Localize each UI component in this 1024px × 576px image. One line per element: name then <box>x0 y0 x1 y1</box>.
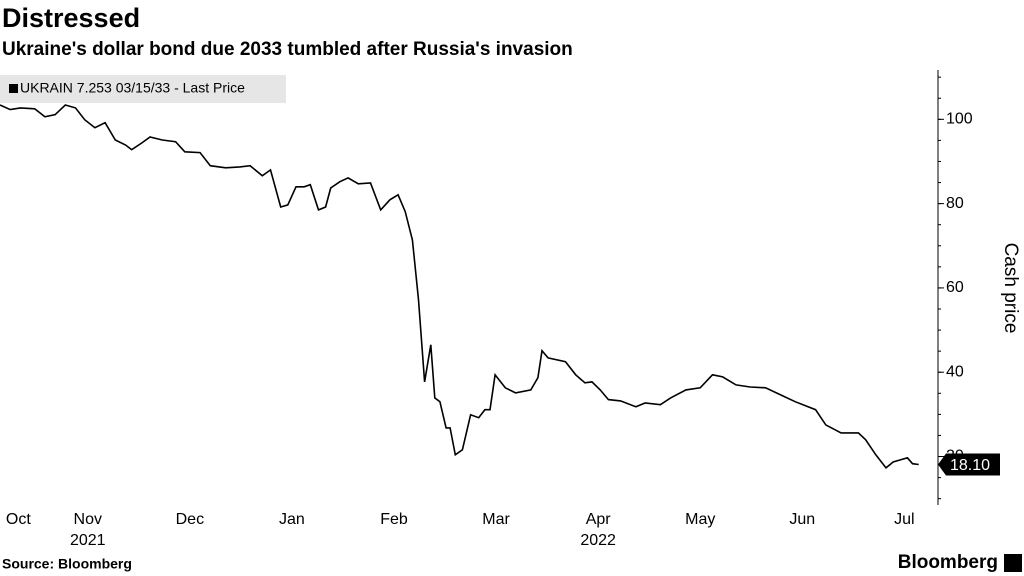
x-tick-label: Oct <box>6 511 31 528</box>
legend-swatch <box>9 84 18 93</box>
source: Source: Bloomberg <box>2 556 132 572</box>
x-tick-label: Jan <box>279 511 305 528</box>
y-tick-label: 100 <box>946 111 973 128</box>
legend-label: UKRAIN 7.253 03/15/33 - Last Price <box>20 80 245 96</box>
x-tick-label: Apr <box>586 511 612 528</box>
x-tick-label: Jul <box>894 511 914 528</box>
x-tick-label: Mar <box>482 511 510 528</box>
x-year-label: 2021 <box>70 532 106 549</box>
x-tick-label: Feb <box>380 511 408 528</box>
chart-title: Distressed <box>2 3 140 33</box>
y-tick-label: 80 <box>946 195 964 212</box>
y-tick-label: 40 <box>946 363 964 380</box>
legend-box <box>0 75 286 103</box>
y-tick-label: 60 <box>946 279 964 296</box>
x-tick-label: May <box>685 511 715 528</box>
x-tick-label: Nov <box>74 511 102 528</box>
brand: Bloomberg <box>898 552 998 573</box>
x-tick-label: Jun <box>789 511 815 528</box>
brand-icon <box>1004 554 1022 572</box>
y-axis-label: Cash price <box>1000 243 1021 334</box>
chart-subtitle: Ukraine's dollar bond due 2033 tumbled a… <box>2 39 573 60</box>
last-value-label: 18.10 <box>950 457 990 474</box>
last-value-box <box>938 453 1000 476</box>
price-line <box>0 104 919 470</box>
x-year-label: 2022 <box>580 532 616 549</box>
x-tick-label: Dec <box>176 511 204 528</box>
